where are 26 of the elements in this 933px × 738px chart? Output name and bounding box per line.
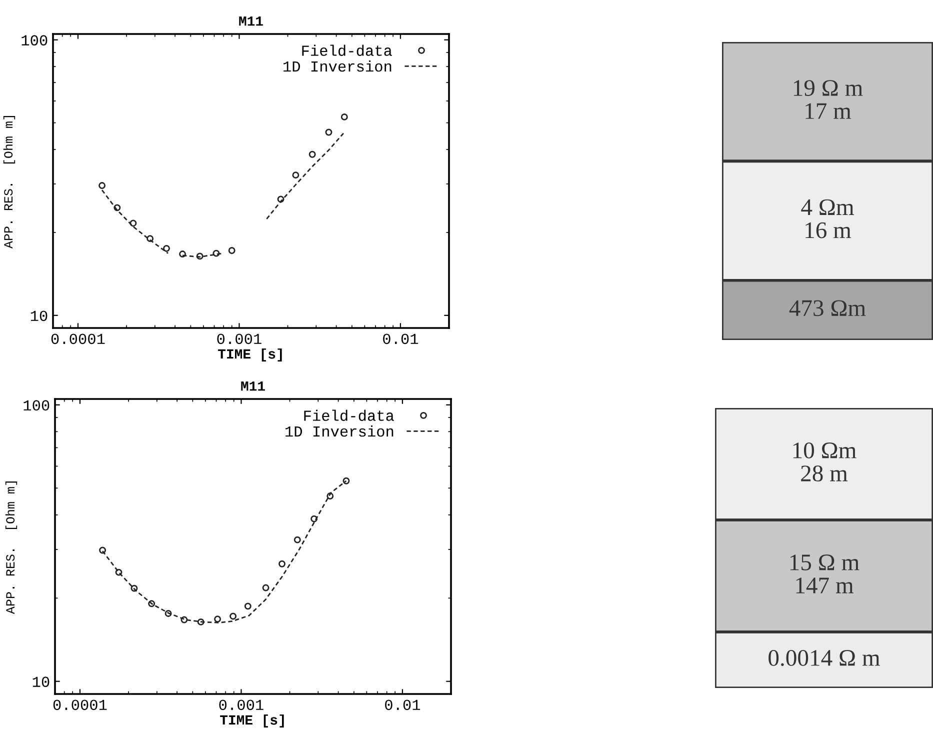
text: 473 Ωm (789, 300, 866, 316)
y-axis-title: APP. RES. [Ohm m] (5, 482, 18, 614)
x-tick-label: 0.0001 (53, 700, 107, 710)
text: 10 Ωm 28 m (793, 442, 856, 482)
y-tick-label: 10 (30, 310, 48, 322)
x-axis-title: TIME [s] (218, 348, 282, 362)
y-tick-label: 100 (22, 35, 48, 46)
x-tick-label: 0.01 (385, 700, 420, 710)
legend-label: Field-data (304, 410, 394, 421)
x-tick-label: 0.001 (219, 700, 264, 710)
text: 15 Ω m 147 m (790, 554, 860, 594)
text: 0.0014 Ω m (768, 650, 880, 666)
legend-label: Field-data (302, 44, 392, 56)
x-tick-label: 0.0001 (51, 334, 105, 344)
x-axis-title: TIME [s] (220, 714, 284, 728)
y-tick-label: 10 (32, 676, 50, 688)
x-tick-label: 0.001 (217, 334, 262, 344)
chart-title: M11 (239, 16, 263, 26)
x-tick-label: 0.01 (383, 334, 418, 344)
y-axis-title: APP. RES. [Ohm m] (3, 116, 16, 249)
legend-label: 1D Inversion (284, 60, 392, 72)
y-tick-label: 100 (24, 400, 50, 411)
chart-title: M11 (241, 382, 265, 391)
legend-label: 1D Inversion (286, 425, 394, 437)
text: 4 Ωm 16 m (801, 199, 854, 238)
text: 19 Ω m 17 m (794, 80, 863, 119)
